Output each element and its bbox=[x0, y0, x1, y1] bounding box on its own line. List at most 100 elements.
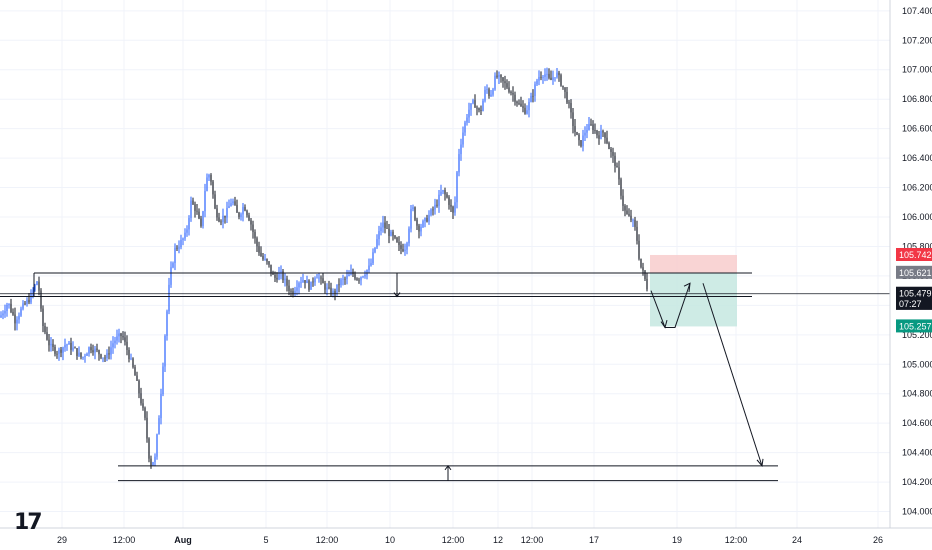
candle-body bbox=[40, 290, 42, 309]
y-tick-label: 105.800 bbox=[902, 241, 932, 251]
candle-body bbox=[412, 207, 414, 210]
candle-body bbox=[634, 219, 636, 227]
projection-long-arrow bbox=[702, 283, 763, 467]
candle-body bbox=[406, 243, 408, 250]
candle-body bbox=[166, 311, 168, 336]
y-tick-label: 104.400 bbox=[902, 448, 932, 458]
candle-body bbox=[68, 342, 70, 345]
candle-body bbox=[126, 341, 128, 350]
candle-body bbox=[500, 74, 502, 78]
candle-body bbox=[230, 203, 232, 207]
candle-body bbox=[612, 151, 614, 156]
candle-body bbox=[314, 278, 316, 283]
candle-body bbox=[540, 76, 542, 78]
candle-body bbox=[144, 407, 146, 418]
candle-body bbox=[600, 130, 602, 139]
x-tick-label: Aug bbox=[174, 535, 192, 545]
candle-body bbox=[156, 434, 158, 457]
candle-body bbox=[266, 259, 268, 262]
candle-body bbox=[296, 287, 298, 291]
candle-body bbox=[316, 277, 318, 279]
candle-body bbox=[106, 353, 108, 359]
candle-body bbox=[114, 340, 116, 344]
candle-body bbox=[440, 191, 442, 195]
candle-body bbox=[514, 94, 516, 102]
candle-body bbox=[552, 77, 554, 80]
candle-body bbox=[444, 190, 446, 195]
price-axis[interactable]: 107.400 107.200 107.000 106.800 106.600 106.4… bbox=[902, 6, 932, 517]
candle-body bbox=[88, 347, 90, 354]
candle-body bbox=[452, 206, 454, 213]
candle-body bbox=[468, 109, 470, 118]
candle-body bbox=[478, 108, 480, 111]
candle-body bbox=[392, 231, 394, 236]
candle-body bbox=[98, 350, 100, 355]
candle-body bbox=[78, 352, 80, 356]
candle-body bbox=[130, 358, 132, 360]
candle-body bbox=[384, 222, 386, 229]
x-tick-label: 12:00 bbox=[113, 535, 136, 545]
x-tick-label: 12 bbox=[493, 535, 503, 545]
candle-body bbox=[438, 194, 440, 206]
candle-body bbox=[210, 174, 212, 182]
tradingview-logo: 17 bbox=[14, 510, 43, 535]
y-tick-label: 104.800 bbox=[902, 389, 932, 399]
candle-body bbox=[0, 315, 2, 318]
candle-body bbox=[132, 358, 134, 368]
candle-body bbox=[66, 344, 68, 346]
candle-body bbox=[34, 284, 36, 291]
candle-body bbox=[226, 207, 228, 218]
candle-body bbox=[620, 179, 622, 196]
candle-body bbox=[302, 280, 304, 283]
candle-body bbox=[270, 264, 272, 274]
y-tick-label: 107.400 bbox=[902, 6, 932, 16]
candle-body bbox=[300, 282, 302, 284]
candle-body bbox=[596, 130, 598, 136]
candle-body bbox=[28, 299, 30, 303]
candle-body bbox=[252, 224, 254, 233]
grid-lines bbox=[0, 0, 890, 528]
x-tick-label: 12:00 bbox=[725, 535, 748, 545]
x-tick-label: 19 bbox=[672, 535, 682, 545]
candle-body bbox=[586, 129, 588, 133]
candle-body bbox=[354, 274, 356, 279]
candle-body bbox=[238, 212, 240, 217]
candle-body bbox=[638, 240, 640, 259]
candle-body bbox=[320, 277, 322, 279]
candle-body bbox=[150, 458, 152, 466]
candle-body bbox=[380, 227, 382, 232]
candle-body bbox=[104, 357, 106, 359]
candle-body bbox=[528, 101, 530, 111]
candle-body bbox=[22, 303, 24, 309]
candle-body bbox=[308, 280, 310, 290]
price-tag-label: 105.621 bbox=[899, 268, 932, 278]
candle-body bbox=[504, 81, 506, 84]
candle-body bbox=[488, 89, 490, 96]
candle-body bbox=[532, 95, 534, 97]
candle-body bbox=[436, 204, 438, 206]
candle-body bbox=[284, 278, 286, 281]
candle-body bbox=[94, 348, 96, 353]
candle-body bbox=[336, 284, 338, 294]
candle-body bbox=[200, 218, 202, 226]
candle-body bbox=[482, 100, 484, 112]
candle-body bbox=[194, 204, 196, 211]
candle-body bbox=[298, 283, 300, 288]
y-tick-label: 106.000 bbox=[902, 212, 932, 222]
candle-body bbox=[24, 303, 26, 305]
candle-body bbox=[232, 201, 234, 204]
candle-body bbox=[30, 292, 32, 303]
candle-body bbox=[614, 155, 616, 166]
price-tag-label: 105.742 bbox=[899, 250, 932, 260]
candle-body bbox=[594, 130, 596, 131]
candle-body bbox=[32, 290, 34, 293]
candle-body bbox=[138, 380, 140, 394]
candle-body bbox=[420, 226, 422, 232]
candle-body bbox=[188, 218, 190, 230]
candle-body bbox=[196, 210, 198, 212]
candle-body bbox=[602, 130, 604, 133]
candle-body bbox=[92, 350, 94, 353]
time-axis[interactable]: 29 12:00 Aug 5 12:00 10 12:00 12 12:00 17 19 12:00 2… bbox=[57, 535, 883, 545]
candle-body bbox=[492, 89, 494, 95]
